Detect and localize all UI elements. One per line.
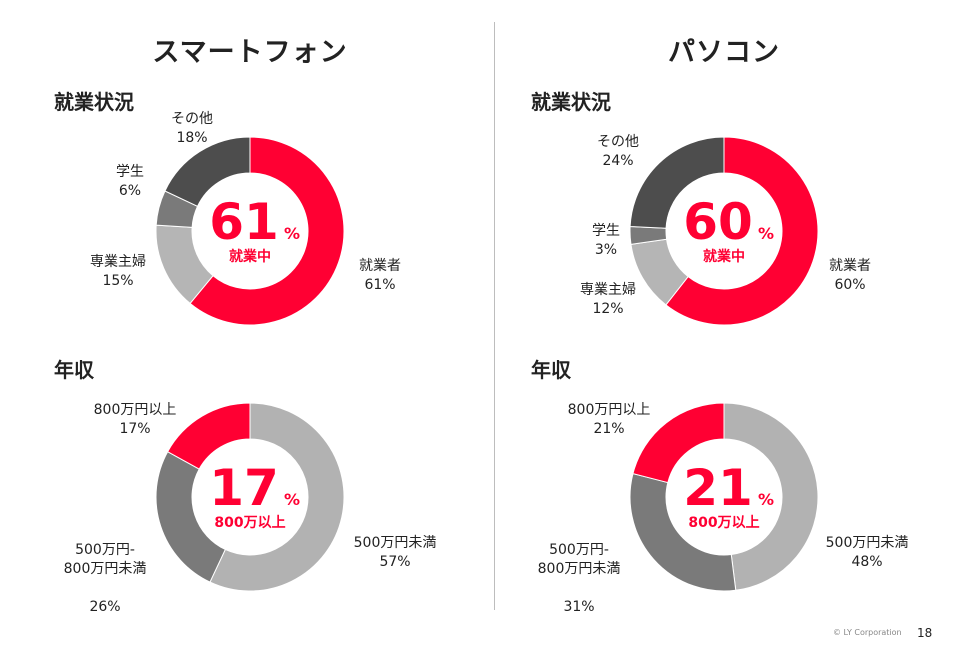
section-title-income-pc: 年収 <box>531 358 571 382</box>
slice-label-employed: 就業者 60% <box>820 257 880 295</box>
slice-value-text: 48% <box>851 554 883 570</box>
slice-label-text: 専業主婦 <box>90 254 146 270</box>
slice-label-employed: 就業者 61% <box>350 257 410 295</box>
center-value: 61 <box>209 193 279 251</box>
slice-label-text: 800万円以上 <box>93 402 177 418</box>
slice-label-student: 学生 3% <box>576 222 636 260</box>
section-title-employment-smartphone: 就業状況 <box>54 90 134 114</box>
slice-value-text: 18% <box>176 130 208 146</box>
slice-value-text: 31% <box>563 599 595 615</box>
donut-slice <box>629 473 737 592</box>
slice-label-text: その他 <box>597 134 639 150</box>
slice-value-text: 21% <box>593 421 625 437</box>
donut-chart-pc-employment: 60 % 就業中 <box>629 136 819 326</box>
slice-label-500-800: 500万円- 800万円未満 31% <box>524 522 634 636</box>
center-value: 17 <box>209 459 279 517</box>
slice-label-housewife: 専業主婦 12% <box>568 281 648 319</box>
donut-slice <box>189 136 345 326</box>
donut-chart-smartphone-income: 17 % 800万以上 <box>155 402 345 592</box>
slice-label-text: 学生 <box>116 164 144 180</box>
slice-label-under-500: 500万円未満 48% <box>812 534 922 572</box>
slice-value-text: 15% <box>102 273 134 289</box>
donut-chart-pc-income: 21 % 800万以上 <box>629 402 819 592</box>
donut-slice <box>665 136 819 326</box>
donut-slice <box>164 136 251 207</box>
center-unit: % <box>284 224 300 243</box>
center-unit: % <box>284 490 300 509</box>
center-caption: 就業中 <box>703 248 745 265</box>
slice-label-text: その他 <box>171 111 213 127</box>
footer-copyright: © LY Corporation <box>833 628 902 637</box>
column-divider <box>494 22 495 610</box>
slice-value-text: 12% <box>592 301 624 317</box>
slice-label-over-800: 800万円以上 21% <box>554 401 664 439</box>
slice-label-text: 専業主婦 <box>580 282 636 298</box>
slice-label-other: その他 24% <box>588 133 648 171</box>
section-title-employment-pc: 就業状況 <box>531 90 611 114</box>
slice-label-text: 500万円- 800万円未満 <box>63 542 147 577</box>
slice-value-text: 24% <box>602 153 634 169</box>
slice-label-text: 500万円- 800万円未満 <box>537 542 621 577</box>
slice-value-text: 60% <box>834 277 866 293</box>
donut-slice <box>723 402 819 591</box>
donut-slice <box>166 402 251 470</box>
donut-chart-smartphone-employment: 61 % 就業中 <box>155 136 345 326</box>
donut-slice <box>629 136 725 229</box>
slice-label-text: 500万円未満 <box>353 535 437 551</box>
donut-slice <box>209 402 345 592</box>
center-caption: 800万以上 <box>688 515 759 531</box>
slice-label-text: 就業者 <box>359 258 401 274</box>
slice-label-text: 就業者 <box>829 258 871 274</box>
slice-label-text: 800万円以上 <box>567 402 651 418</box>
slice-value-text: 6% <box>118 183 142 199</box>
center-caption: 800万以上 <box>214 515 285 531</box>
center-unit: % <box>758 224 774 243</box>
slice-value-text: 26% <box>89 599 121 615</box>
slice-value-text: 61% <box>364 277 396 293</box>
slice-label-text: 学生 <box>592 223 620 239</box>
center-value: 21 <box>683 459 753 517</box>
column-title-pc: パソコン <box>668 37 780 68</box>
slice-value-text: 3% <box>594 242 618 258</box>
center-unit: % <box>758 490 774 509</box>
slice-label-over-800: 800万円以上 17% <box>80 401 190 439</box>
slice-label-housewife: 専業主婦 15% <box>78 253 158 291</box>
slice-label-text: 500万円未満 <box>825 535 909 551</box>
donut-slice <box>632 402 725 484</box>
donut-slice <box>155 451 226 583</box>
center-caption: 就業中 <box>229 248 271 265</box>
slice-label-other: その他 18% <box>162 110 222 148</box>
slice-label-500-800: 500万円- 800万円未満 26% <box>50 522 160 636</box>
slice-label-under-500: 500万円未満 57% <box>340 534 450 572</box>
slice-value-text: 57% <box>379 554 411 570</box>
footer-page-number: 18 <box>917 626 933 640</box>
center-value: 60 <box>683 193 753 251</box>
slice-label-student: 学生 6% <box>100 163 160 201</box>
section-title-income-smartphone: 年収 <box>54 358 94 382</box>
column-title-smartphone: スマートフォン <box>152 37 348 68</box>
slice-value-text: 17% <box>119 421 151 437</box>
